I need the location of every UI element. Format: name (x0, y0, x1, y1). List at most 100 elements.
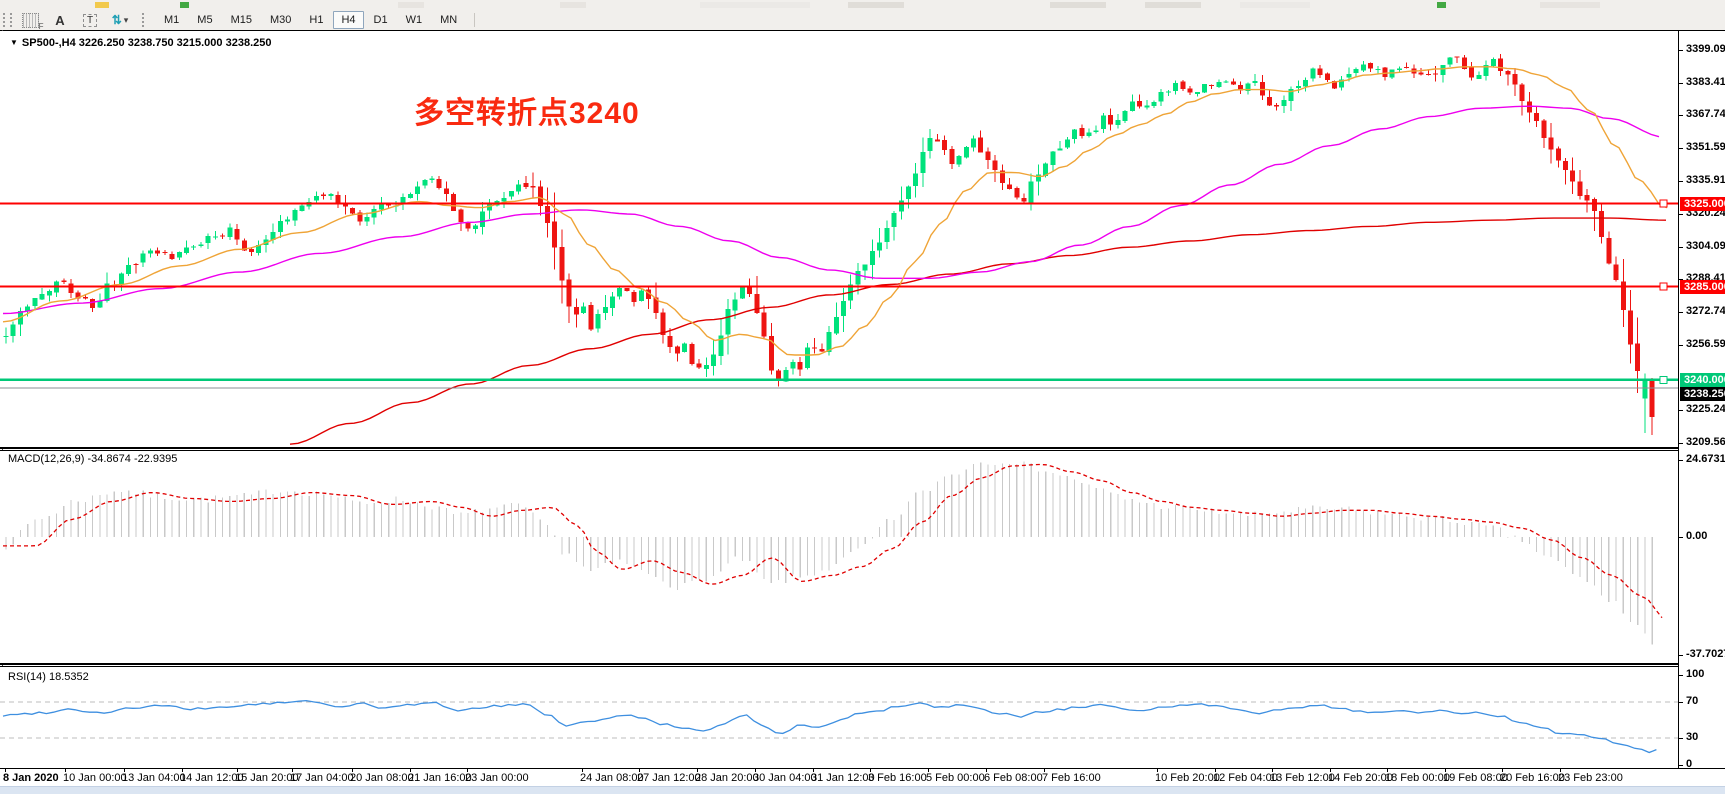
price-tick-label: 3351.590 (1686, 141, 1725, 153)
time-axis-tick (182, 769, 183, 772)
timeframe-button-m30[interactable]: M30 (269, 14, 292, 26)
axis-tick (1679, 148, 1683, 149)
timeframe-button-m15[interactable]: M15 (230, 14, 252, 26)
time-axis-tick (1215, 769, 1216, 772)
candlestick-series (3, 54, 1655, 435)
time-label: 5 Feb 00:00 (926, 772, 985, 784)
time-axis-tick (1272, 769, 1273, 772)
rsi-tick-label: 0 (1686, 758, 1693, 770)
macd-tick-label: -37.7027 (1686, 648, 1725, 660)
price-tick-label: 3335.915 (1686, 174, 1725, 186)
text-label-icon[interactable]: A (55, 12, 65, 28)
timeframe-button-w1[interactable]: W1 (405, 14, 423, 26)
axis-tick (1679, 675, 1683, 676)
macd-signal-line (3, 463, 1663, 619)
axis-tick (1679, 655, 1683, 656)
panel-separator[interactable] (0, 447, 1725, 449)
time-label: 8 Jan 2020 (3, 772, 59, 784)
price-tick-label: 3225.240 (1686, 403, 1725, 415)
hline-handle[interactable] (1659, 375, 1668, 384)
axis-tick (1679, 50, 1683, 51)
time-axis-tick (124, 769, 125, 772)
toolbar-separator (474, 13, 476, 27)
timeframe-button-m1[interactable]: M1 (164, 14, 180, 26)
axis-tick (1679, 214, 1683, 215)
price-tick-label: 3209.565 (1686, 436, 1725, 448)
collapse-triangle-icon[interactable]: ▼ (10, 38, 18, 47)
macd-tick-label: 0.00 (1686, 530, 1708, 542)
axis-tick (1679, 312, 1683, 313)
hline-handle[interactable] (1659, 199, 1668, 208)
timeframe-button-group: M1 M5 M15 M30 H1 H4 D1 W1 MN (155, 11, 466, 29)
time-label: 12 Feb 04:00 (1213, 772, 1278, 784)
clipped-icon (700, 2, 810, 8)
time-label: 19 Feb 08:00 (1443, 772, 1508, 784)
price-tick-label: 3399.090 (1686, 43, 1725, 55)
time-axis-tick (1044, 769, 1045, 772)
time-axis-tick (755, 769, 756, 772)
time-label: 21 Jan 16:00 (408, 772, 472, 784)
timeframe-button-mn[interactable]: MN (440, 14, 458, 26)
time-label: 10 Jan 00:00 (63, 772, 127, 784)
time-axis-tick (697, 769, 698, 772)
time-axis[interactable]: 8 Jan 2020 10 Jan 00:00 13 Jan 04:00 14 Jan… (0, 769, 1725, 786)
time-axis-tick (1560, 769, 1561, 772)
time-axis-tick (237, 769, 238, 772)
clipped-icon (1437, 2, 1446, 8)
time-label: 13 Feb 12:00 (1270, 772, 1335, 784)
time-axis-tick (5, 769, 6, 772)
chart-text-annotation[interactable]: 多空转折点3240 (414, 97, 640, 130)
timeframe-button-h4[interactable]: H4 (333, 11, 364, 29)
text-box-icon[interactable]: T (78, 12, 102, 28)
ma-fast-line (2, 66, 1668, 356)
axis-tick (1679, 460, 1683, 461)
time-label: 20 Jan 08:00 (350, 772, 414, 784)
clipped-icon (560, 2, 586, 8)
level-badge-3325.000: 3325.000 (1680, 197, 1725, 211)
time-axis-tick (870, 769, 871, 772)
rsi-line (2, 699, 1657, 754)
panel-separator[interactable] (0, 663, 1725, 665)
cycle-arrows-icon[interactable]: ⇅ ▾ (111, 13, 129, 27)
snap-grid-icon[interactable]: F (18, 12, 44, 31)
chart-toolbar: F A T ⇅ ▾ M1 M5 M15 M30 H1 H4 D1 W1 MN (0, 10, 1725, 31)
clipped-icon (95, 2, 109, 8)
hline-handle[interactable] (1659, 282, 1668, 291)
time-label: 24 Jan 08:00 (580, 772, 644, 784)
price-tick-label: 3272.740 (1686, 305, 1725, 317)
time-label: 23 Feb 23:00 (1558, 772, 1623, 784)
timeframe-button-m5[interactable]: M5 (197, 14, 213, 26)
time-label: 15 Jan 20:00 (235, 772, 299, 784)
clipped-icon (848, 2, 904, 8)
dropdown-caret-icon: ▾ (123, 14, 129, 25)
clipped-icon (1540, 2, 1600, 8)
time-axis-tick (1445, 769, 1446, 772)
timeframe-button-d1[interactable]: D1 (373, 14, 388, 26)
time-label: 18 Feb 00:00 (1385, 772, 1450, 784)
clipped-icon (1145, 2, 1201, 8)
main-price-chart[interactable] (0, 31, 1678, 447)
time-axis-tick (1387, 769, 1388, 772)
axis-tick (1679, 345, 1683, 346)
rsi-indicator-chart[interactable] (0, 666, 1678, 768)
axis-tick (1679, 410, 1683, 411)
toolbar-drag-handle[interactable] (3, 13, 12, 27)
axis-tick (1679, 765, 1683, 766)
ma-mid-line (2, 105, 1660, 315)
time-axis-tick (467, 769, 468, 772)
timeframe-button-h1[interactable]: H1 (309, 14, 324, 26)
window-bottom-edge (0, 786, 1725, 794)
panel-separator (0, 666, 1725, 667)
time-axis-tick (582, 769, 583, 772)
time-label: 31 Jan 12:00 (811, 772, 875, 784)
axis-tick (1679, 279, 1683, 280)
panel-separator (0, 768, 1725, 769)
time-label: 20 Feb 16:00 (1500, 772, 1565, 784)
time-axis-tick (65, 769, 66, 772)
time-label: 14 Feb 20:00 (1328, 772, 1393, 784)
axis-tick (1679, 181, 1683, 182)
time-axis-tick (410, 769, 411, 772)
axis-tick (1679, 702, 1683, 703)
rsi-tick-label: 30 (1686, 731, 1699, 743)
macd-indicator-chart[interactable] (0, 451, 1678, 663)
